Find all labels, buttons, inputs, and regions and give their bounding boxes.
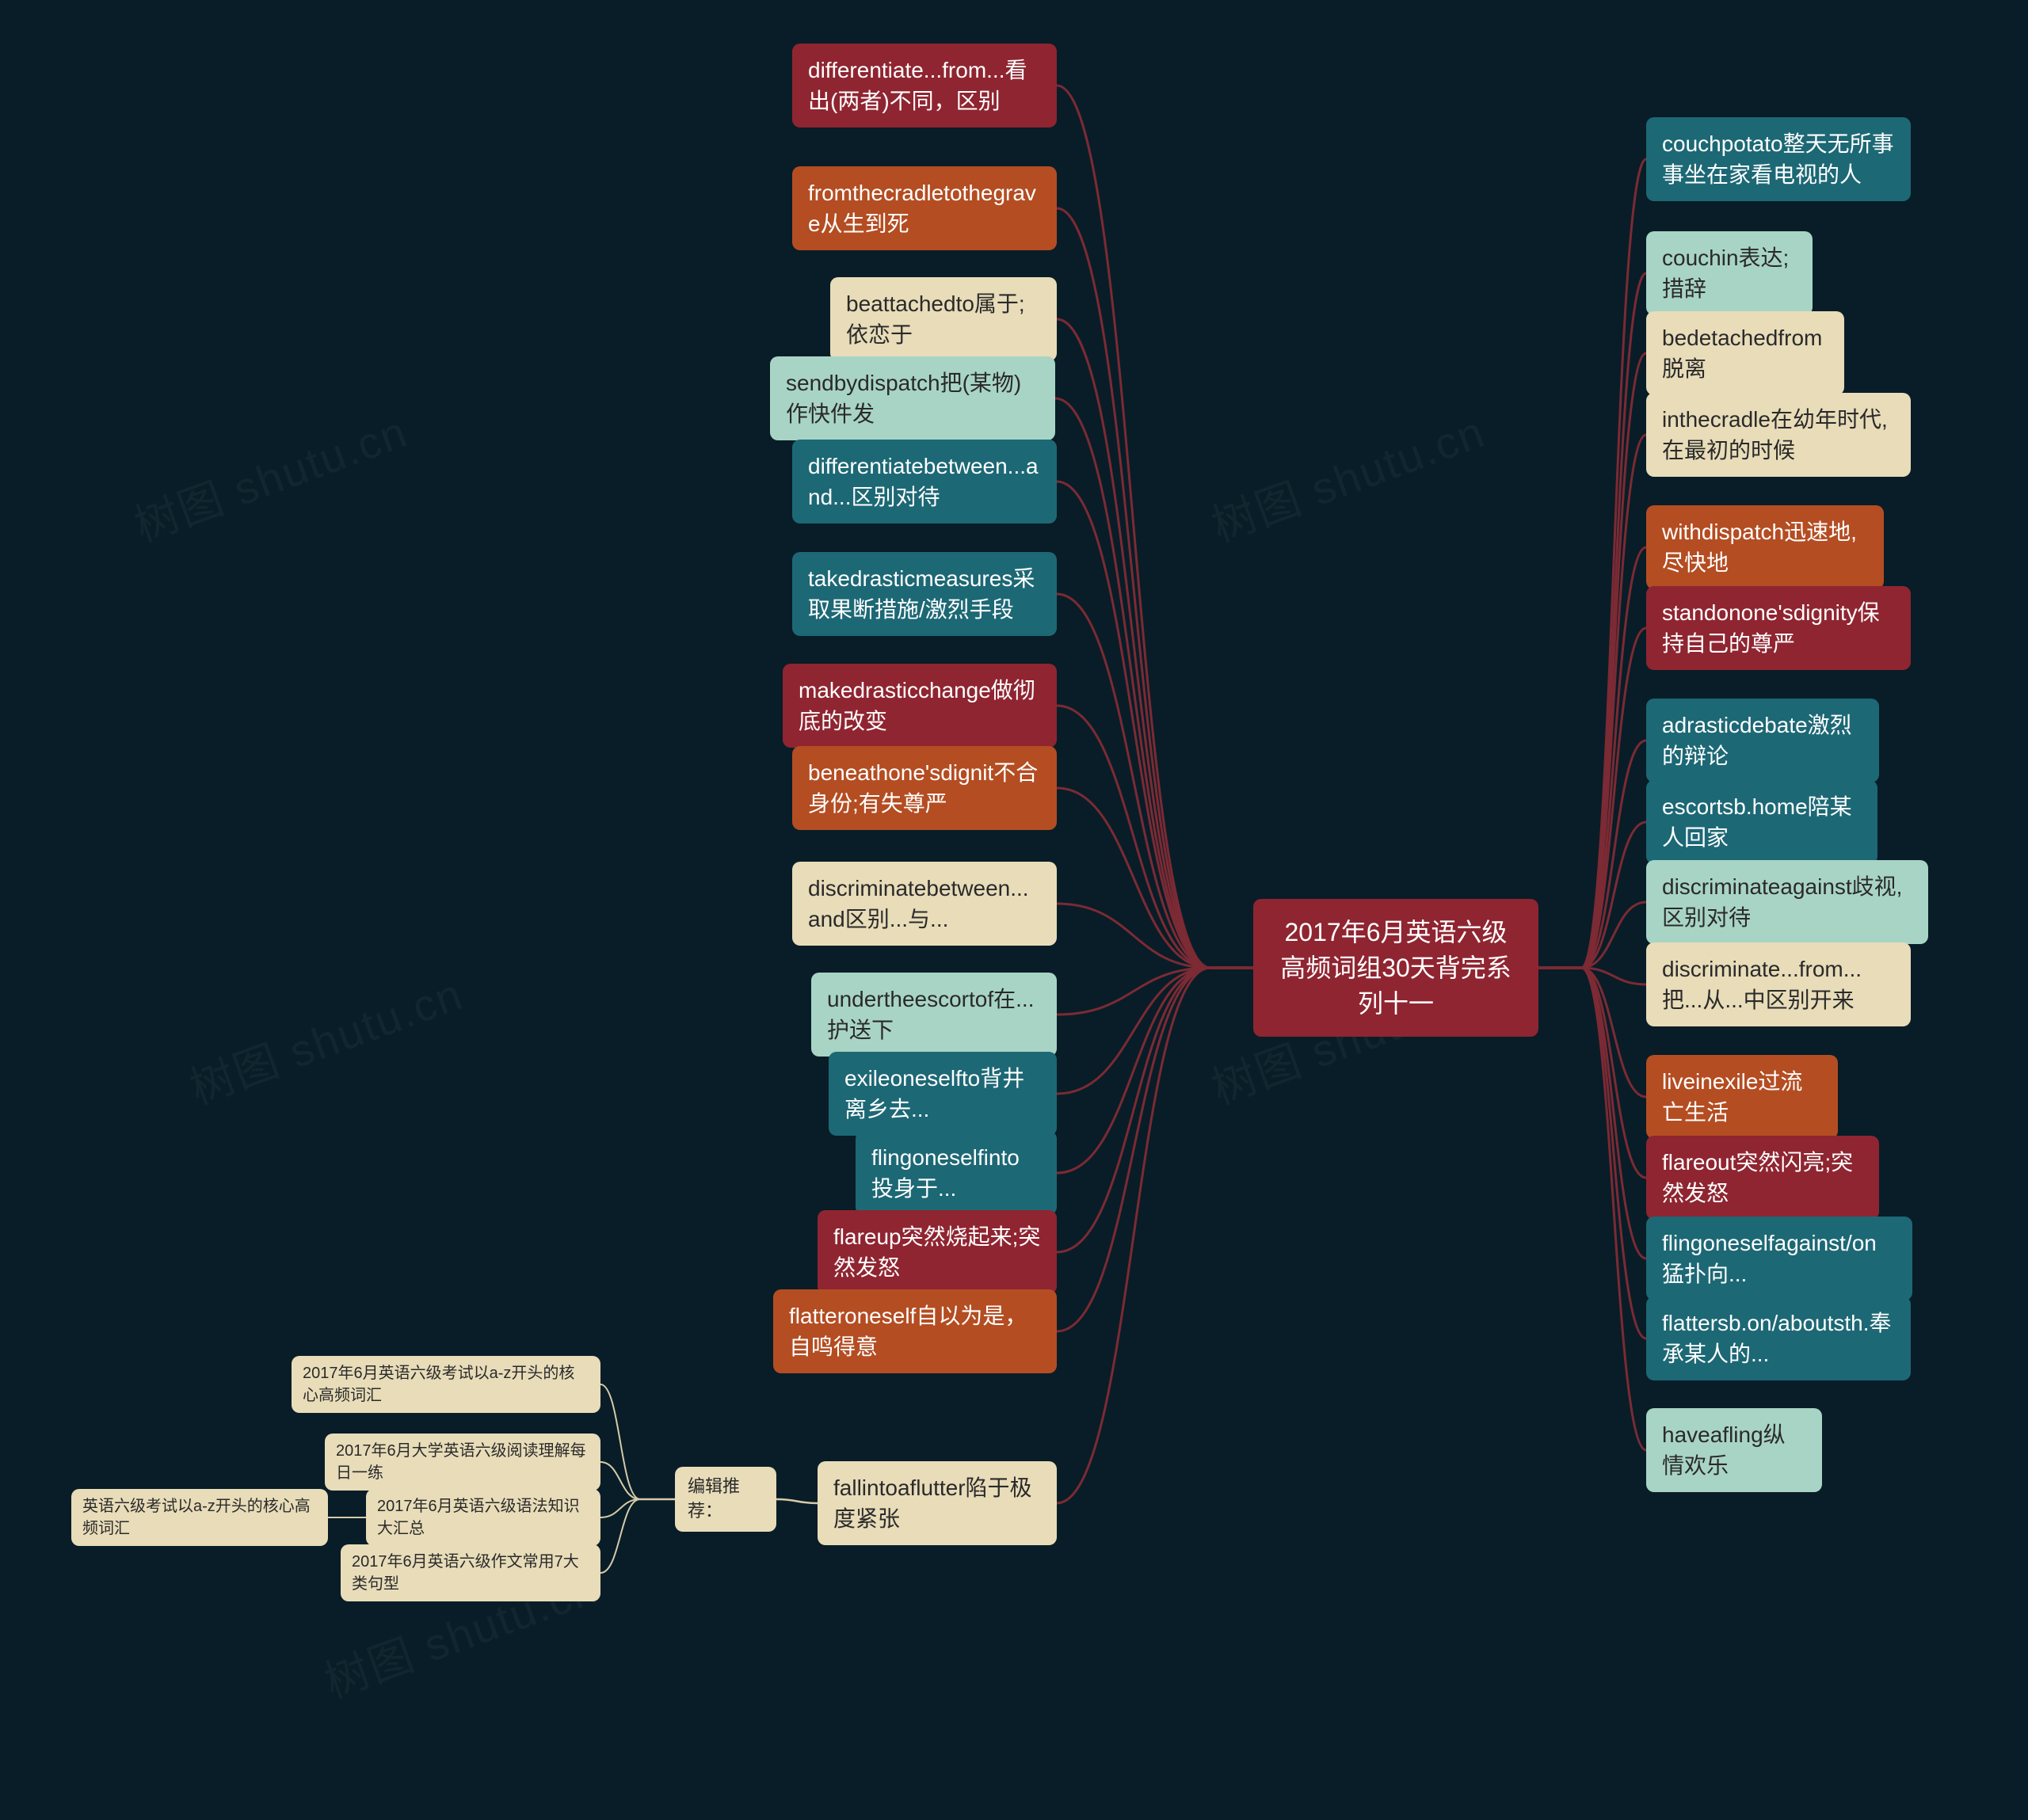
mindmap-node[interactable]: undertheescortof在...护送下 <box>811 973 1057 1057</box>
mindmap-node[interactable]: 2017年6月英语六级考试以a-z开头的核心高频词汇 <box>292 1356 600 1413</box>
mindmap-node[interactable]: flareout突然闪亮;突然发怒 <box>1646 1136 1879 1220</box>
mindmap-node[interactable]: 2017年6月英语六级语法知识大汇总 <box>366 1489 600 1546</box>
mindmap-node[interactable]: makedrasticchange做彻底的改变 <box>783 664 1057 748</box>
mindmap-node[interactable]: differentiate...from...看出(两者)不同，区别 <box>792 44 1057 128</box>
mindmap-node[interactable]: exileoneselfto背井离乡去... <box>829 1052 1057 1136</box>
mindmap-node[interactable]: beattachedto属于;依恋于 <box>830 277 1057 361</box>
mindmap-node[interactable]: takedrasticmeasures采取果断措施/激烈手段 <box>792 552 1057 636</box>
mindmap-node[interactable]: 英语六级考试以a-z开头的核心高频词汇 <box>71 1489 328 1546</box>
mindmap-node[interactable]: discriminatebetween...and区别...与... <box>792 862 1057 946</box>
mindmap-node[interactable]: flingoneselfagainst/on猛扑向... <box>1646 1217 1912 1300</box>
mindmap-node[interactable]: flattersb.on/aboutsth.奉承某人的... <box>1646 1296 1911 1380</box>
mindmap-node[interactable]: 编辑推荐： <box>675 1467 776 1532</box>
mindmap-node[interactable]: fallintoaflutter陷于极度紧张 <box>818 1461 1057 1545</box>
mindmap-node[interactable]: inthecradle在幼年时代,在最初的时候 <box>1646 393 1911 477</box>
mindmap-node[interactable]: discriminateagainst歧视,区别对待 <box>1646 860 1928 944</box>
mindmap-node[interactable]: couchin表达;措辞 <box>1646 231 1813 315</box>
mindmap-node[interactable]: differentiatebetween...and...区别对待 <box>792 440 1057 524</box>
mindmap-node[interactable]: withdispatch迅速地,尽快地 <box>1646 505 1884 589</box>
mindmap-node[interactable]: discriminate...from...把...从...中区别开来 <box>1646 942 1911 1026</box>
mindmap-node[interactable]: fromthecradletothegrave从生到死 <box>792 166 1057 250</box>
mindmap-node[interactable]: beneathone'sdignit不合身份;有失尊严 <box>792 746 1057 830</box>
mindmap-node[interactable]: adrasticdebate激烈的辩论 <box>1646 699 1879 782</box>
mindmap-node[interactable]: standonone'sdignity保持自己的尊严 <box>1646 586 1911 670</box>
mindmap-node[interactable]: 2017年6月英语六级作文常用7大类句型 <box>341 1544 600 1601</box>
mindmap-root[interactable]: 2017年6月英语六级高频词组30天背完系列十一 <box>1253 899 1538 1037</box>
mindmap-node[interactable]: 2017年6月大学英语六级阅读理解每日一练 <box>325 1434 600 1491</box>
mindmap-node[interactable]: flingoneselfinto投身于... <box>856 1131 1057 1215</box>
mindmap-node[interactable]: sendbydispatch把(某物)作快件发 <box>770 356 1055 440</box>
mindmap-node[interactable]: flatteroneself自以为是，自鸣得意 <box>773 1289 1057 1373</box>
mindmap-node[interactable]: flareup突然烧起来;突然发怒 <box>818 1210 1057 1294</box>
mindmap-node[interactable]: escortsb.home陪某人回家 <box>1646 780 1877 864</box>
mindmap-node[interactable]: haveafling纵情欢乐 <box>1646 1408 1822 1492</box>
mindmap-node[interactable]: couchpotato整天无所事事坐在家看电视的人 <box>1646 117 1911 201</box>
mindmap-node[interactable]: liveinexile过流亡生活 <box>1646 1055 1838 1139</box>
mindmap-node[interactable]: bedetachedfrom脱离 <box>1646 311 1844 395</box>
